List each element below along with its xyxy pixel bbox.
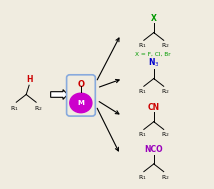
Text: R$_1$: R$_1$ — [138, 87, 146, 96]
Text: X = F, Cl, Br: X = F, Cl, Br — [135, 51, 170, 56]
Text: R$_2$: R$_2$ — [161, 130, 170, 139]
Text: M: M — [77, 100, 84, 106]
Text: R$_1$: R$_1$ — [138, 173, 146, 182]
Text: R$_2$: R$_2$ — [161, 41, 170, 50]
Text: O: O — [77, 80, 84, 89]
Circle shape — [70, 93, 92, 113]
Text: R$_2$: R$_2$ — [161, 87, 170, 96]
Text: X: X — [151, 14, 157, 23]
Text: NCO: NCO — [144, 145, 163, 154]
Text: R$_1$: R$_1$ — [10, 104, 19, 113]
Polygon shape — [51, 90, 68, 99]
Text: R$_2$: R$_2$ — [161, 173, 170, 182]
Text: R$_1$: R$_1$ — [138, 41, 146, 50]
FancyBboxPatch shape — [67, 75, 95, 116]
Text: R$_2$: R$_2$ — [34, 104, 42, 113]
Text: CN: CN — [148, 103, 160, 112]
Text: H: H — [27, 75, 33, 84]
Text: N$_3$: N$_3$ — [148, 56, 159, 69]
Text: R$_1$: R$_1$ — [138, 130, 146, 139]
